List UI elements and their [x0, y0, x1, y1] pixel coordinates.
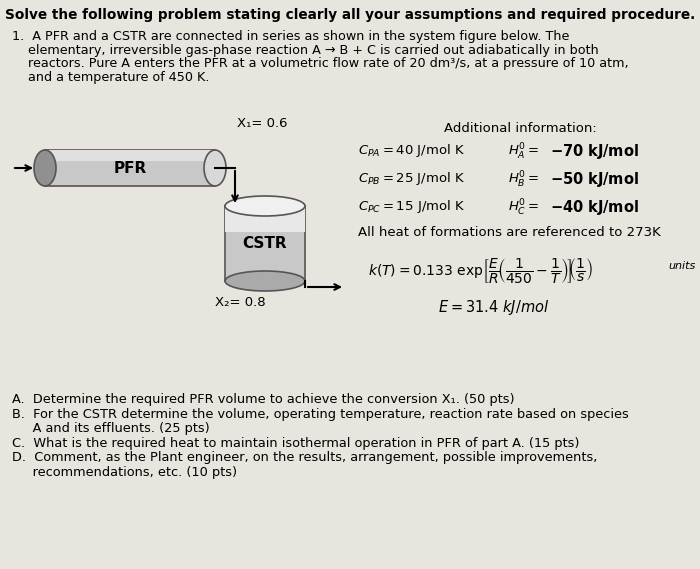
Text: All heat of formations are referenced to 273K: All heat of formations are referenced to…: [358, 226, 661, 239]
Ellipse shape: [34, 150, 56, 186]
Text: units: units: [668, 261, 695, 271]
Text: $\mathbf{-40\ kJ/mol}$: $\mathbf{-40\ kJ/mol}$: [550, 198, 639, 217]
Text: elementary, irreversible gas-phase reaction A → B + C is carried out adiabatical: elementary, irreversible gas-phase react…: [12, 43, 598, 56]
Text: A and its effluents. (25 pts): A and its effluents. (25 pts): [12, 422, 210, 435]
Text: A.  Determine the required PFR volume to achieve the conversion X₁. (50 pts): A. Determine the required PFR volume to …: [12, 393, 514, 406]
Text: $C_{PA}$$= 40\ \mathrm{J/mol\ K}$: $C_{PA}$$= 40\ \mathrm{J/mol\ K}$: [358, 142, 466, 159]
Bar: [45, 150, 215, 186]
Bar: [45, 150, 215, 161]
Text: B.  For the CSTR determine the volume, operating temperature, reaction rate base: B. For the CSTR determine the volume, op…: [12, 407, 629, 420]
Text: $\mathbf{-70\ kJ/mol}$: $\mathbf{-70\ kJ/mol}$: [550, 142, 639, 161]
Text: recommendations, etc. (10 pts): recommendations, etc. (10 pts): [12, 465, 237, 479]
Text: $H_C^0 = $: $H_C^0 = $: [508, 198, 539, 218]
Text: X₂= 0.8: X₂= 0.8: [215, 296, 265, 309]
Text: $C_{PB}$$= 25\ \mathrm{J/mol\ K}$: $C_{PB}$$= 25\ \mathrm{J/mol\ K}$: [358, 170, 466, 187]
Text: $H_A^0 = $: $H_A^0 = $: [508, 142, 539, 162]
Text: $E = 31.4\ kJ/mol$: $E = 31.4\ kJ/mol$: [438, 298, 550, 317]
Text: $k(T) = 0.133\ \exp\!\left[\dfrac{E}{R}\!\left(\dfrac{1}{450} - \dfrac{1}{T}\rig: $k(T) = 0.133\ \exp\!\left[\dfrac{E}{R}\…: [368, 256, 594, 285]
Bar: [225, 206, 305, 281]
Text: Solve the following problem stating clearly all your assumptions and required pr: Solve the following problem stating clea…: [5, 8, 695, 22]
Text: and a temperature of 450 K.: and a temperature of 450 K.: [12, 71, 209, 84]
Text: 1.  A PFR and a CSTR are connected in series as shown in the system figure below: 1. A PFR and a CSTR are connected in ser…: [12, 30, 569, 43]
Text: $C_{PC}$$= 15\ \mathrm{J/mol\ K}$: $C_{PC}$$= 15\ \mathrm{J/mol\ K}$: [358, 198, 466, 215]
Text: $\mathbf{-50\ kJ/mol}$: $\mathbf{-50\ kJ/mol}$: [550, 170, 639, 189]
Text: $H_B^0 = $: $H_B^0 = $: [508, 170, 539, 190]
Text: C.  What is the required heat to maintain isothermal operation in PFR of part A.: C. What is the required heat to maintain…: [12, 436, 580, 450]
Ellipse shape: [225, 196, 305, 216]
Text: X₁= 0.6: X₁= 0.6: [237, 117, 288, 130]
Text: reactors. Pure A enters the PFR at a volumetric flow rate of 20 dm³/s, at a pres: reactors. Pure A enters the PFR at a vol…: [12, 57, 629, 70]
Bar: [225, 206, 305, 232]
Text: D.  Comment, as the Plant engineer, on the results, arrangement, possible improv: D. Comment, as the Plant engineer, on th…: [12, 451, 597, 464]
Text: Additional information:: Additional information:: [444, 122, 596, 135]
Ellipse shape: [225, 271, 305, 291]
Text: CSTR: CSTR: [243, 236, 287, 251]
Text: PFR: PFR: [113, 160, 146, 175]
Ellipse shape: [204, 150, 226, 186]
